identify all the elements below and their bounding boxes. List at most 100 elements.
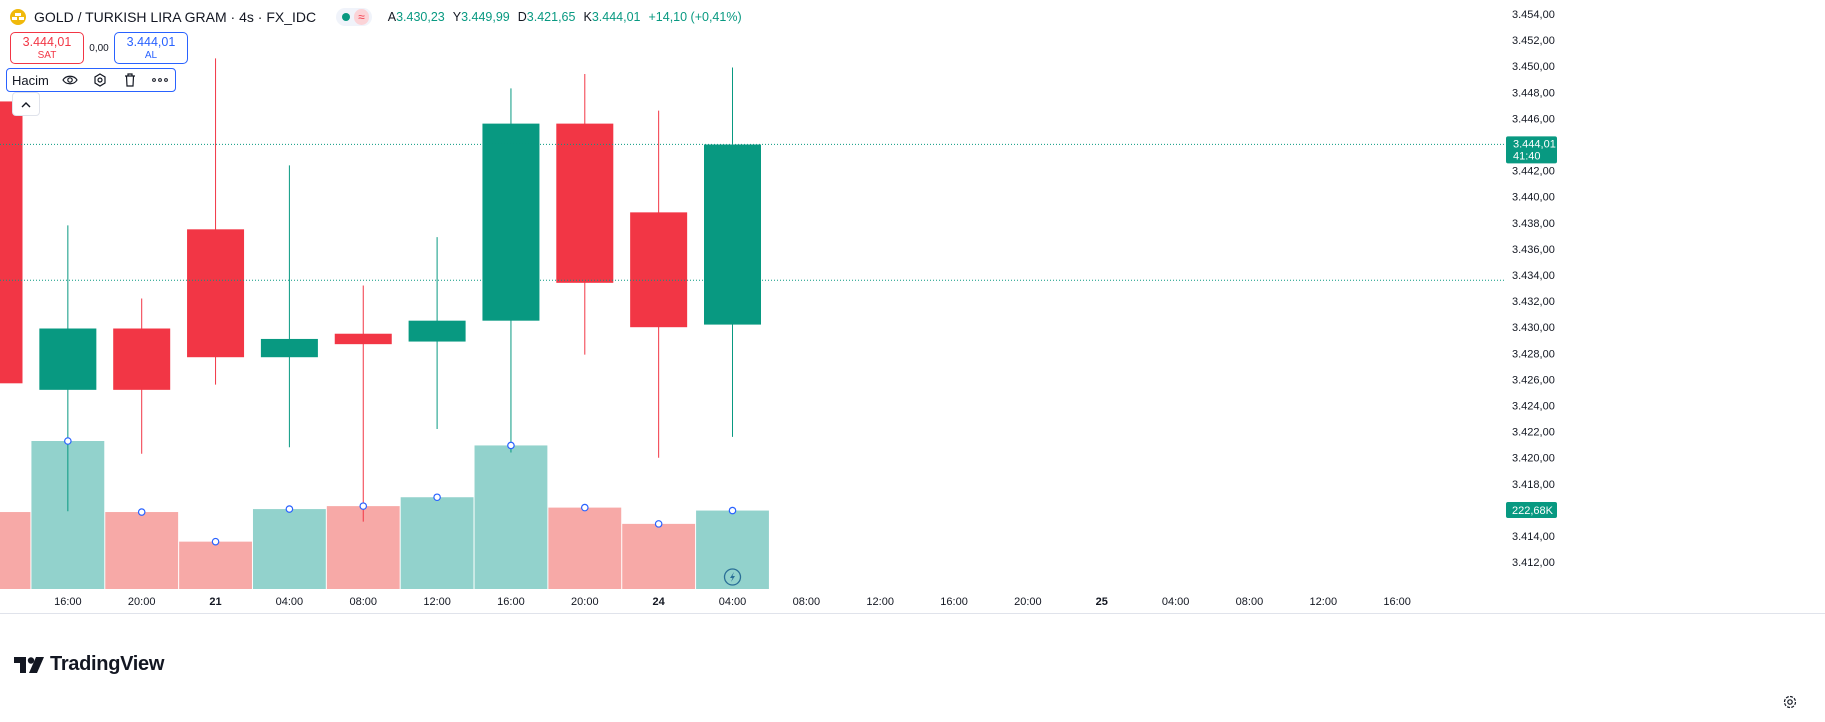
x-tick-label: 25 <box>1096 596 1108 608</box>
symbol-legend: GOLD / TURKISH LIRA GRAM · 4s · FX_IDC ≈… <box>10 6 742 28</box>
candle-body <box>408 320 466 342</box>
market-status[interactable]: ≈ <box>336 8 372 26</box>
volume-marker <box>211 537 220 546</box>
x-tick-label: 20:00 <box>128 596 156 608</box>
volume-value-tag <box>1506 502 1557 518</box>
y-tick-label: 3.454,00 <box>1512 9 1555 21</box>
volume-bar <box>105 512 179 589</box>
gold-coin-icon <box>10 9 26 25</box>
volume-bar <box>400 497 474 589</box>
volume-bar <box>622 523 696 589</box>
volume-marker <box>285 505 294 513</box>
logo-text: TradingView <box>50 653 165 675</box>
volume-marker <box>433 493 441 502</box>
last-price-tag <box>1506 136 1557 164</box>
volume-marker <box>507 441 515 450</box>
x-tick-label: 08:00 <box>1236 596 1264 608</box>
lightning-icon <box>723 568 742 586</box>
candle-body <box>187 229 245 358</box>
y-tick-label: 3.424,00 <box>1512 401 1555 413</box>
y-tick-label: 3.428,00 <box>1512 348 1555 360</box>
x-tick-label: 12:00 <box>866 596 894 608</box>
y-tick-label: 3.450,00 <box>1512 61 1555 73</box>
spread-value: 0,00 <box>89 42 109 54</box>
x-tick-label: 16:00 <box>54 596 82 608</box>
volume-marker <box>64 437 72 445</box>
buy-label: AL <box>144 50 158 61</box>
open-value: 3.430,23 <box>396 10 445 24</box>
x-tick-label: 04:00 <box>719 596 747 608</box>
x-tick-label: 04:00 <box>276 596 304 608</box>
change-value: +14,10 (+0,41%) <box>648 10 742 24</box>
y-tick-label: 3.442,00 <box>1512 166 1555 178</box>
y-tick-label: 3.430,00 <box>1512 322 1555 334</box>
last-price-label: 3.444,01 <box>1513 138 1556 150</box>
y-tick-label: 3.452,00 <box>1512 35 1555 47</box>
volume-bar <box>0 512 31 589</box>
trade-panel: 3.444,01 SAT 0,00 3.444,01 AL <box>10 32 188 64</box>
y-tick-label: 3.434,00 <box>1512 270 1555 282</box>
y-tick-label: 3.440,00 <box>1512 192 1555 204</box>
volume-markers <box>64 437 742 586</box>
y-tick-label: 3.418,00 <box>1512 479 1555 491</box>
x-tick-label: 04:00 <box>1162 596 1190 608</box>
x-tick-label: 20:00 <box>1014 596 1042 608</box>
low-value: 3.421,65 <box>526 10 576 24</box>
settings-icon[interactable] <box>91 71 109 89</box>
axes: 3.454,00 3.452,00 3.450,00 3.448,00 3.446,00… <box>0 9 1825 614</box>
chart-settings-button[interactable] <box>1779 693 1801 715</box>
volume-indicator-legend[interactable]: Hacim <box>6 68 176 92</box>
x-tick-label: 08:00 <box>349 596 377 608</box>
volume-bar <box>548 507 622 589</box>
volume-layer <box>0 441 769 589</box>
candle-body <box>630 212 688 328</box>
y-tick-label: 3.448,00 <box>1512 87 1555 99</box>
close-label: K <box>583 10 592 24</box>
open-label: A <box>387 10 397 24</box>
delay-badge: ≈ <box>354 9 369 25</box>
tradingview-logo[interactable]: TradingView <box>14 653 164 676</box>
indicator-name[interactable]: Hacim <box>12 72 49 88</box>
buy-button[interactable]: 3.444,01 AL <box>114 32 188 64</box>
y-tick-label: 3.420,00 <box>1512 453 1555 465</box>
y-tick-label: 3.436,00 <box>1512 244 1555 256</box>
y-tick-label: 3.422,00 <box>1512 427 1555 439</box>
sell-price: 3.444,01 <box>22 35 72 49</box>
x-tick-label: 08:00 <box>793 596 821 608</box>
y-tick-label: 3.438,00 <box>1512 218 1555 230</box>
lightning-glyph <box>730 572 735 582</box>
volume-marker <box>654 520 663 528</box>
collapse-legend-button[interactable] <box>12 92 40 116</box>
sell-button[interactable]: 3.444,01 SAT <box>10 32 84 64</box>
candle-body <box>113 328 171 390</box>
eye-icon[interactable] <box>61 71 79 89</box>
x-tick-label: 24 <box>653 596 666 608</box>
candle-body <box>704 144 761 325</box>
close-value: 3.444,01 <box>591 10 641 24</box>
x-tick-label: 16:00 <box>497 596 525 608</box>
sell-label: SAT <box>37 50 57 61</box>
trash-icon[interactable] <box>121 71 139 89</box>
x-tick-label: 20:00 <box>571 596 599 608</box>
tradingview-logo-icon <box>14 656 44 673</box>
high-value: 3.449,99 <box>461 10 510 24</box>
candle-body <box>556 123 614 283</box>
y-tick-label: 3.414,00 <box>1512 531 1555 543</box>
volume-bar <box>252 509 326 589</box>
volume-bar <box>474 445 548 589</box>
candle-body <box>39 328 97 390</box>
more-icon[interactable] <box>151 71 169 89</box>
candle-layer <box>0 58 761 522</box>
high-label: Y <box>452 10 462 24</box>
countdown-label: 41:40 <box>1513 150 1541 162</box>
candle-body <box>260 338 318 358</box>
candle-body <box>0 101 23 384</box>
symbol-title[interactable]: GOLD / TURKISH LIRA GRAM · 4s · FX_IDC <box>34 9 317 25</box>
y-tick-label: 3.412,00 <box>1512 557 1555 569</box>
chevron-up-icon <box>21 95 31 113</box>
volume-marker <box>580 503 589 512</box>
y-tick-label: 3.446,00 <box>1512 113 1555 125</box>
volume-marker <box>137 508 146 516</box>
y-tick-label: 3.426,00 <box>1512 374 1555 386</box>
